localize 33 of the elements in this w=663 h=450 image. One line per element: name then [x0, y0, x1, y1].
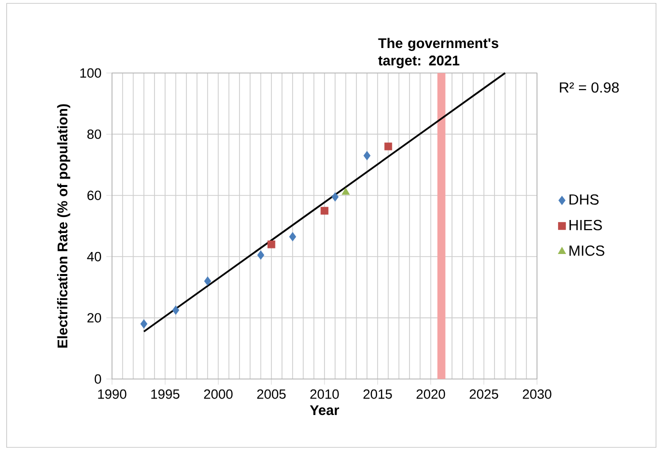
x-tick-label: 2000: [204, 389, 233, 399]
point: [204, 276, 212, 286]
point: [384, 142, 392, 150]
legend-label: MICS: [570, 245, 604, 256]
point: [172, 306, 180, 315]
x-tick-label: 2010: [310, 389, 339, 399]
point: [268, 240, 276, 248]
point: [320, 206, 328, 215]
y-axis-title: Electrification Rate (% of population): [57, 104, 70, 348]
legend-label: DHS: [570, 194, 599, 205]
y-tick-label: 0: [94, 374, 102, 384]
y-tick-label: 80: [87, 129, 102, 139]
point: [289, 232, 296, 242]
y-tick-label: 100: [80, 68, 102, 78]
y-tick-label: 60: [87, 190, 102, 200]
legend-label: HIES: [570, 220, 602, 230]
x-tick-label: 2020: [416, 389, 446, 399]
y-tick-label: 40: [87, 252, 102, 262]
ref-line-label: The government's target: 2021: [378, 38, 498, 68]
x-tick-label: 1995: [151, 389, 180, 399]
text: R² = 0.98: [560, 82, 619, 93]
y-tick-label: 20: [87, 313, 102, 323]
point: [332, 192, 339, 202]
x-tick-label: 1990: [98, 389, 126, 399]
point: [342, 188, 350, 195]
x-axis-title: Year: [310, 405, 340, 416]
x-tick-label: 2015: [363, 389, 392, 399]
point: [140, 319, 148, 328]
point: [257, 250, 264, 260]
x-tick-label: 2025: [470, 389, 498, 399]
x-tick-label: 2030: [522, 389, 552, 399]
x-tick-label: 2005: [257, 389, 286, 399]
point: [364, 151, 370, 160]
